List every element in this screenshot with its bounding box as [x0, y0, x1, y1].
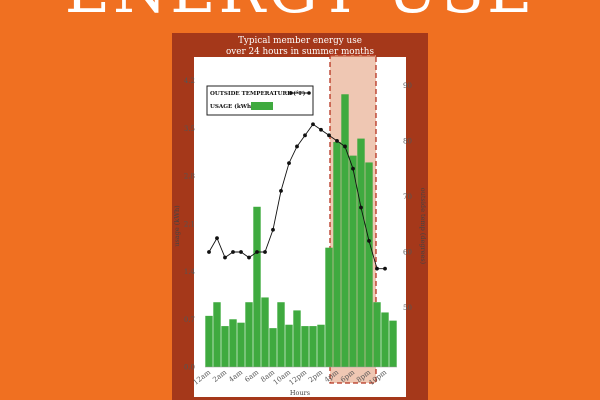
- temperature-point: [231, 250, 235, 254]
- usage-bar: [237, 322, 245, 367]
- temperature-point: [215, 236, 219, 241]
- y-axis-label: usage (kWh): [173, 205, 181, 247]
- y2-tick-label: 50: [403, 304, 412, 312]
- legend-box: [206, 85, 314, 116]
- temperature-point: [239, 250, 243, 254]
- y-tick-label: 3.5: [184, 125, 195, 133]
- y-tick-label: 1.4: [184, 268, 196, 276]
- y2-tick-label: 80: [403, 137, 412, 145]
- usage-bar: [293, 310, 301, 367]
- temperature-point: [367, 238, 371, 243]
- x-axis-label: Hours: [290, 389, 310, 397]
- energy-chart: Typical member energy use over 24 hours …: [173, 36, 427, 397]
- usage-bar: [373, 302, 381, 367]
- y2-axis-label: outside temp (degrees): [419, 188, 427, 265]
- temperature-point: [287, 161, 291, 166]
- temperature-point: [279, 188, 283, 193]
- temperature-point: [263, 250, 267, 254]
- temperature-point: [271, 227, 275, 232]
- usage-bar: [213, 302, 221, 367]
- usage-bar: [325, 247, 333, 367]
- temperature-point: [319, 127, 323, 132]
- page-title: ENERGY USE: [0, 0, 600, 22]
- y-tick-label: 0.7: [184, 316, 195, 324]
- temperature-point: [207, 250, 211, 254]
- legend-label-usage: USAGE (kWh): [210, 103, 254, 110]
- usage-bar: [317, 324, 325, 367]
- temperature-point: [303, 133, 307, 138]
- usage-bar: [269, 328, 277, 367]
- usage-bar: [357, 138, 365, 367]
- usage-bar: [349, 155, 357, 367]
- temperature-point: [295, 144, 299, 149]
- y-tick-label: 2.8: [184, 173, 195, 181]
- legend-label-temperature: OUTSIDE TEMPERATURE (°F): [210, 90, 306, 97]
- usage-bar: [285, 324, 293, 367]
- legend-line-marker: [289, 91, 293, 95]
- y-tick-label: 4.2: [184, 77, 195, 85]
- legend-bar-swatch: [251, 102, 273, 110]
- usage-bar: [301, 326, 309, 367]
- y2-tick-label: 70: [403, 193, 412, 201]
- temperature-point: [223, 255, 227, 260]
- temperature-point: [327, 133, 331, 138]
- y2-tick-label: 90: [403, 82, 412, 90]
- temperature-point: [383, 266, 387, 271]
- temperature-point: [343, 144, 347, 149]
- legend-line-marker: [307, 91, 311, 95]
- temperature-point: [335, 138, 339, 143]
- usage-bar: [333, 142, 341, 367]
- usage-bar: [229, 319, 237, 367]
- temperature-point: [311, 122, 315, 127]
- temperature-point: [375, 266, 379, 271]
- chart-title-line-2: over 24 hours in summer months: [226, 47, 374, 57]
- usage-bar: [389, 320, 397, 367]
- y-tick-label: 0.0: [184, 364, 195, 372]
- usage-bar: [381, 312, 389, 367]
- usage-bar: [245, 302, 253, 367]
- y-tick-label: 2.1: [184, 220, 195, 228]
- temperature-point: [247, 255, 251, 260]
- chart-title-line-1: Typical member energy use: [238, 36, 362, 46]
- usage-bar: [341, 94, 349, 367]
- temperature-point: [359, 205, 363, 210]
- usage-bar: [365, 162, 373, 367]
- temperature-point: [255, 250, 259, 254]
- temperature-point: [351, 166, 355, 171]
- usage-bar: [221, 326, 229, 367]
- usage-bar: [277, 302, 285, 367]
- usage-bar: [261, 297, 269, 367]
- usage-bar: [309, 326, 317, 367]
- usage-bar: [253, 206, 261, 367]
- y2-tick-label: 60: [403, 249, 412, 257]
- usage-bar: [205, 315, 213, 367]
